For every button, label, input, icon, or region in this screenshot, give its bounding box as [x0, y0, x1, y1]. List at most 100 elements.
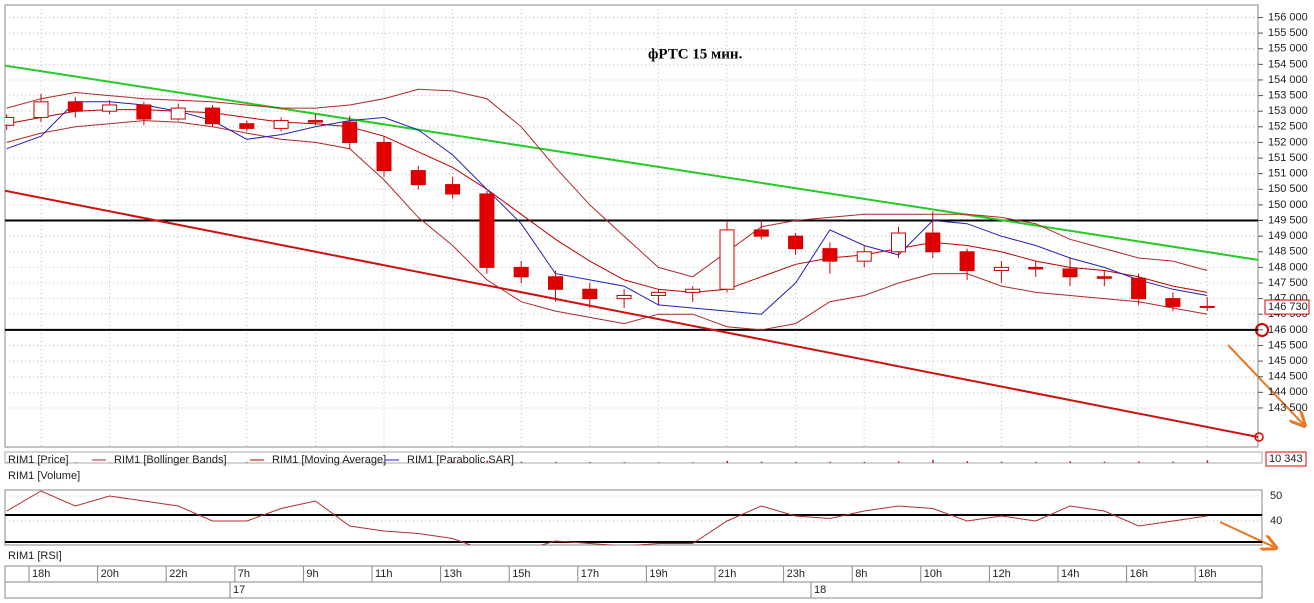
- x-tick-label: 22h: [169, 568, 187, 580]
- y-tick-label: 40: [1270, 515, 1282, 527]
- volume-bar: [760, 461, 763, 463]
- volume-bar: [1172, 461, 1174, 463]
- volume-bar: [932, 459, 934, 463]
- candle-body: [719, 229, 735, 290]
- y-tick-label: 149 000: [1268, 230, 1308, 242]
- legend-label: RIM1 [Bollinger Bands]: [114, 454, 227, 466]
- volume-bar: [74, 462, 77, 463]
- panel-title: RIM1 [RSI]: [8, 550, 62, 562]
- y-tick-label: 50: [1270, 490, 1282, 502]
- candle-body: [1062, 268, 1078, 278]
- y-tick-label: 143 500: [1268, 402, 1308, 414]
- volume-bar: [452, 461, 454, 463]
- volume-bar: [314, 462, 317, 463]
- chart-title: фРТС 15 мин.: [648, 46, 743, 62]
- last-price-label: 146 730: [1268, 301, 1308, 313]
- x-tick-label: 18h: [1198, 568, 1216, 580]
- trend-line: [5, 189, 1258, 438]
- candle-body: [342, 121, 358, 143]
- x-tick-label: 11h: [375, 568, 393, 580]
- panel-title: RIM1 [Volume]: [8, 470, 80, 482]
- y-tick-label: 150 000: [1268, 199, 1308, 211]
- candle-body: [891, 232, 906, 253]
- candle-body: [307, 120, 323, 123]
- y-tick-label: 145 500: [1268, 339, 1308, 351]
- volume-bar: [383, 461, 385, 463]
- volume-bar: [6, 462, 8, 463]
- candle-body: [376, 141, 392, 172]
- volume-bar: [692, 462, 694, 463]
- y-tick-label: 148 000: [1268, 261, 1308, 273]
- volume-bar: [726, 460, 728, 463]
- candle-body: [788, 235, 804, 250]
- candle-body: [5, 116, 15, 126]
- candle-body: [239, 123, 255, 129]
- volume-bar: [280, 462, 283, 463]
- candle-body: [205, 107, 220, 125]
- x-tick-label: 21h: [718, 568, 736, 580]
- y-tick-label: 145 000: [1268, 355, 1308, 367]
- x-tick-label: 17h: [581, 568, 599, 580]
- candle-body: [513, 266, 529, 278]
- x-tick-label: 19h: [649, 568, 667, 580]
- volume-bar: [966, 461, 969, 463]
- y-tick-label: 153 000: [1268, 105, 1308, 117]
- x-tick-label: 7h: [238, 568, 250, 580]
- volume-bar: [246, 462, 248, 463]
- x-tick-label: 15h: [512, 568, 530, 580]
- volume-bar: [1035, 461, 1037, 463]
- y-tick-label: 147 500: [1268, 277, 1308, 289]
- x-tick-label: 14h: [1061, 568, 1079, 580]
- y-tick-label: 156 000: [1268, 11, 1308, 23]
- y-tick-label: 155 000: [1268, 43, 1308, 55]
- y-tick-label: 153 500: [1268, 89, 1308, 101]
- legend-label: RIM1 [Parabolic SAR]: [407, 454, 514, 466]
- y-tick-label: 144 500: [1268, 371, 1308, 383]
- y-tick-label: 152 000: [1268, 136, 1308, 148]
- trend-line: [5, 64, 1258, 261]
- y-tick-label: 146 000: [1268, 324, 1308, 336]
- x-tick-label: 8h: [855, 568, 867, 580]
- candle-body: [650, 291, 666, 297]
- legend-label: RIM1 [Moving Average]: [272, 454, 386, 466]
- x-tick-label: 23h: [787, 568, 805, 580]
- volume-last-box: [1265, 451, 1307, 467]
- candle-body: [582, 288, 598, 300]
- x-tick-label: 10h: [924, 568, 942, 580]
- legend-label: RIM1 [Price]: [8, 454, 69, 466]
- volume-bar: [212, 462, 214, 463]
- volume-bar: [863, 461, 866, 463]
- rsi-line: [6, 490, 1208, 545]
- x-tick-label: 9h: [306, 568, 318, 580]
- y-tick-label: 148 500: [1268, 246, 1308, 258]
- candle-body: [1096, 276, 1112, 279]
- volume-bar: [486, 460, 488, 463]
- candle-body: [33, 101, 49, 118]
- y-tick-label: 149 500: [1268, 214, 1308, 226]
- candle-body: [616, 295, 632, 300]
- volume-bar: [623, 462, 626, 463]
- volume-bar: [1103, 461, 1106, 463]
- volume-bar: [520, 461, 523, 463]
- candle-body: [959, 251, 975, 272]
- candle-body: [445, 184, 461, 195]
- day-label: 18: [814, 584, 826, 596]
- candle-body: [1028, 266, 1044, 270]
- volume-last-label: 10 343: [1269, 453, 1303, 465]
- volume-bar: [40, 462, 42, 463]
- x-tick-label: 16h: [1130, 568, 1148, 580]
- y-tick-label: 151 000: [1268, 168, 1308, 180]
- y-tick-label: 154 000: [1268, 74, 1308, 86]
- candle-body: [1131, 277, 1147, 300]
- annotation-arrow: [1219, 521, 1274, 547]
- y-tick-label: 154 500: [1268, 58, 1308, 70]
- day-label: 17: [233, 584, 245, 596]
- candle-body: [67, 101, 83, 112]
- annotation-arrow: [1227, 344, 1303, 424]
- candle-body: [548, 276, 563, 290]
- volume-bar: [898, 461, 900, 463]
- x-tick-label: 20h: [101, 568, 119, 580]
- candle-body: [102, 104, 118, 112]
